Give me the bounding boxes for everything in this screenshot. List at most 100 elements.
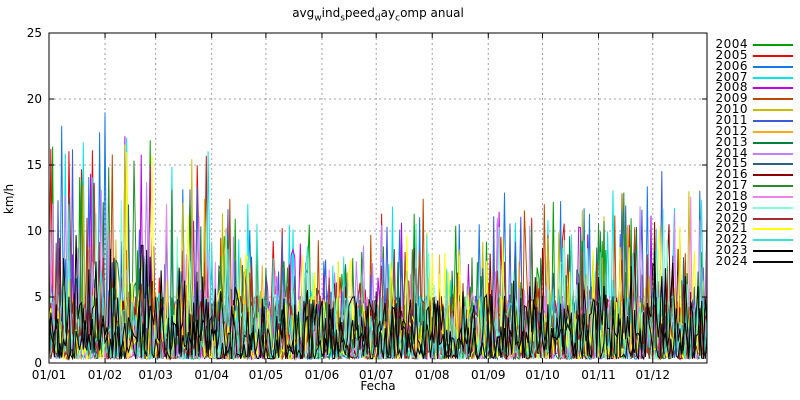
legend-label: 2014 <box>715 145 748 160</box>
title-text: ind <box>321 6 341 20</box>
legend-entry-2006: 2006 <box>700 58 800 73</box>
legend-entry-2020: 2020 <box>700 210 800 225</box>
x-tick-label: 01/11 <box>581 368 616 382</box>
legend-label: 2017 <box>715 178 748 193</box>
legend-entry-2011: 2011 <box>700 112 800 127</box>
legend-line-sample <box>753 130 793 133</box>
title-text: ay <box>380 6 396 20</box>
legend-label: 2008 <box>715 80 748 95</box>
x-axis-label: Fecha <box>360 379 396 393</box>
legend-entry-2024: 2024 <box>700 254 800 268</box>
legend-line-sample <box>753 76 793 79</box>
legend-label: 2023 <box>715 243 748 258</box>
legend-entry-2017: 2017 <box>700 178 800 193</box>
x-tick-label: 01/01 <box>31 368 67 382</box>
legend-entry-2004: 2004 <box>700 37 800 51</box>
y-tick-label: 20 <box>26 92 42 106</box>
x-tick-label: 01/10 <box>525 368 560 382</box>
legend-line-sample <box>753 195 793 198</box>
title-subscript: d <box>374 13 381 24</box>
legend-label: 2004 <box>715 37 748 51</box>
title-subscript: c <box>395 13 401 24</box>
title-subscript: s <box>340 13 345 24</box>
title-text: omp <box>400 6 427 20</box>
legend-line-sample <box>753 185 793 188</box>
legend-entry-2008: 2008 <box>700 80 800 95</box>
chart-title: avgwindspeeddaycomp anual <box>0 6 756 23</box>
x-tick-label: 01/12 <box>635 368 671 382</box>
x-tick-label: 01/02 <box>87 368 123 382</box>
legend-label: 2021 <box>715 221 748 236</box>
legend-label: 2010 <box>715 102 748 117</box>
legend-line-sample <box>753 152 793 155</box>
legend-line-sample <box>753 228 793 231</box>
title-subscript: w <box>314 13 322 24</box>
legend-label: 2005 <box>715 47 748 62</box>
legend-entry-2010: 2010 <box>700 102 800 117</box>
y-tick-label: 15 <box>26 158 42 172</box>
legend-line-sample <box>753 54 793 57</box>
legend-entry-2018: 2018 <box>700 188 800 203</box>
legend-entry-2007: 2007 <box>700 69 800 84</box>
legend-entry-2015: 2015 <box>700 156 800 171</box>
x-tick-label: 01/08 <box>414 368 450 382</box>
legend-label: 2024 <box>715 254 748 268</box>
legend-label: 2009 <box>715 91 748 106</box>
series-line-2023 <box>48 235 708 361</box>
legend-label: 2015 <box>715 156 748 171</box>
legend-label: 2022 <box>715 232 748 247</box>
y-tick-label: 5 <box>34 290 42 304</box>
x-tick-label: 01/07 <box>358 368 394 382</box>
title-text: peed <box>344 6 375 20</box>
legend-entry-2014: 2014 <box>700 145 800 160</box>
legend-line-sample <box>753 87 793 90</box>
legend-entry-2021: 2021 <box>700 221 800 236</box>
legend-line-sample <box>753 239 793 242</box>
legend-line-sample <box>753 65 793 68</box>
title-text: anual <box>426 6 464 20</box>
legend-label: 2011 <box>715 112 748 127</box>
legend: 2004 2005 2006 2007 2008 2009 2010 2011 2012 2013… <box>700 0 800 400</box>
x-tick-label: 01/09 <box>470 368 506 382</box>
legend-entry-2012: 2012 <box>700 123 800 138</box>
legend-entry-2016: 2016 <box>700 167 800 182</box>
x-tick-label: 01/04 <box>194 368 229 382</box>
series-line-2024 <box>48 256 708 361</box>
legend-label: 2018 <box>715 188 748 203</box>
title-text: avg <box>292 6 315 20</box>
legend-line-sample <box>753 98 793 101</box>
legend-line-sample <box>753 109 793 112</box>
legend-line-sample <box>753 44 793 46</box>
legend-entry-2022: 2022 <box>700 232 800 247</box>
series-line-2022 <box>48 199 708 361</box>
legend-entry-2005: 2005 <box>700 47 800 62</box>
legend-line-sample <box>753 174 793 177</box>
legend-entry-2023: 2023 <box>700 243 800 258</box>
y-tick-label: 10 <box>26 224 42 238</box>
y-tick-label: 25 <box>26 26 42 40</box>
legend-line-sample <box>753 250 793 253</box>
legend-label: 2019 <box>715 199 748 214</box>
legend-line-sample <box>753 141 793 144</box>
legend-label: 2013 <box>715 134 748 149</box>
x-tick-label: 01/05 <box>248 368 284 382</box>
legend-entry-2009: 2009 <box>700 91 800 106</box>
legend-label: 2016 <box>715 167 748 182</box>
y-tick-label: 0 <box>34 356 42 370</box>
legend-line-sample <box>753 206 793 209</box>
legend-line-sample <box>753 163 793 166</box>
legend-line-sample <box>753 261 793 263</box>
legend-entry-2013: 2013 <box>700 134 800 149</box>
legend-entry-2019: 2019 <box>700 199 800 214</box>
x-tick-label: 01/06 <box>304 368 340 382</box>
plot-border <box>48 32 708 364</box>
legend-label: 2007 <box>715 69 748 84</box>
legend-line-sample <box>753 217 793 220</box>
x-tick-label: 01/03 <box>138 368 173 382</box>
legend-label: 2006 <box>715 58 748 73</box>
legend-label: 2020 <box>715 210 748 225</box>
legend-line-sample <box>753 119 793 122</box>
legend-label: 2012 <box>715 123 748 138</box>
